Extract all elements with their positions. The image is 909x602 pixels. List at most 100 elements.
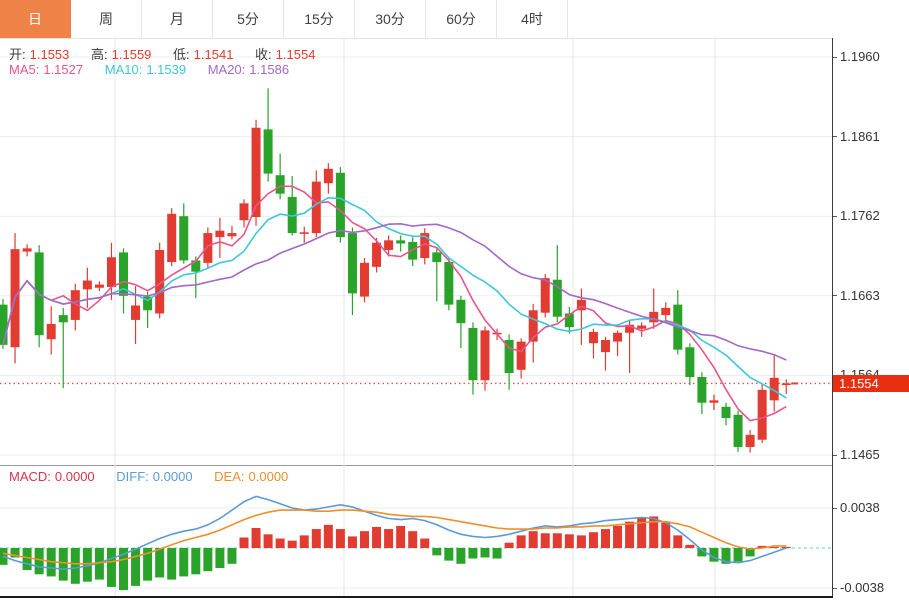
candle: [106, 242, 116, 300]
macd-bar: [131, 548, 141, 586]
macd-bar: [179, 548, 189, 577]
candle: [781, 379, 791, 394]
macd-bar: [251, 528, 261, 548]
macd-axis-tick: [833, 587, 837, 589]
candle: [58, 307, 68, 389]
candle: [372, 237, 382, 273]
candle: [444, 258, 454, 311]
macd-bar: [432, 548, 442, 556]
candle: [757, 384, 767, 443]
macd-bar: [769, 546, 779, 548]
tab-m15[interactable]: 15分: [284, 0, 355, 38]
diff-value: 0.0000: [152, 469, 193, 484]
macd-bar: [22, 548, 32, 571]
tab-h4[interactable]: 4时: [497, 0, 568, 38]
tab-m30[interactable]: 30分: [355, 0, 426, 38]
macd-bar: [372, 526, 382, 548]
tab-m5[interactable]: 5分: [213, 0, 284, 38]
macd-bar: [191, 548, 201, 575]
macd-bar: [649, 516, 659, 548]
price-axis-label: 1.1861: [840, 128, 880, 144]
candle: [143, 291, 153, 328]
macd-bar: [613, 525, 623, 548]
tab-m60[interactable]: 60分: [426, 0, 497, 38]
ma10-line: [2, 196, 787, 399]
macd-bar: [239, 537, 249, 548]
candle: [480, 326, 490, 391]
candle: [601, 336, 610, 371]
macd-bar: [82, 548, 92, 582]
dea-label: DEA:: [214, 469, 245, 484]
macd-label: MACD:: [9, 469, 51, 484]
macd-bar: [408, 531, 418, 548]
macd-bar: [167, 548, 177, 580]
candlestick-chart[interactable]: [0, 38, 832, 465]
close-value: 1.1554: [275, 47, 316, 62]
candle: [227, 225, 237, 240]
interval-tabbar: 日周月 5分 15分 30分 60分 4时: [0, 0, 909, 39]
low-value: 1.1541: [193, 47, 234, 62]
macd-bar: [468, 548, 478, 559]
macd-bar: [287, 540, 297, 548]
candle: [468, 322, 478, 395]
macd-axis: 0.0038 -0.0038: [832, 465, 909, 598]
macd-bar: [384, 529, 394, 548]
candle: [769, 355, 779, 412]
ma-readout: MA5: 1.1527 MA10: 1.1539 MA20: 1.1586: [9, 62, 293, 77]
ma5-value: 1.1527: [43, 62, 84, 77]
macd-bar: [661, 522, 671, 548]
candle: [528, 303, 538, 363]
macd-bar: [215, 548, 225, 568]
candle: [251, 119, 261, 226]
macd-bar: [709, 548, 719, 562]
macd-bar: [540, 533, 550, 548]
open-value: 1.1553: [29, 47, 70, 62]
ma10-value: 1.1539: [146, 62, 187, 77]
candle: [540, 274, 550, 318]
price-axis-label: 1.1663: [840, 287, 880, 303]
ma20-line: [2, 222, 787, 361]
macd-bar: [516, 535, 526, 548]
macd-bar: [275, 538, 285, 548]
macd-axis-label: -0.0038: [840, 580, 885, 595]
price-axis-tick: [833, 215, 837, 217]
candle: [588, 328, 598, 359]
macd-chart[interactable]: [0, 465, 832, 596]
low-label: 低:: [173, 47, 190, 62]
candle: [263, 88, 273, 182]
candle: [564, 307, 574, 334]
macd-bar: [335, 529, 345, 548]
candle: [649, 288, 659, 329]
candle: [191, 256, 201, 299]
diff-line: [2, 495, 787, 570]
candle: [709, 394, 719, 410]
macd-bar: [323, 524, 333, 548]
candle: [179, 203, 189, 264]
candle: [661, 302, 671, 323]
ma5-line: [2, 185, 787, 422]
ma5-label: MA5:: [9, 62, 40, 77]
candle: [131, 286, 141, 345]
macd-axis-tick: [833, 507, 837, 509]
macd-bar: [420, 538, 430, 548]
tab-week[interactable]: 周: [71, 0, 142, 38]
macd-bar: [396, 525, 406, 548]
panel-divider: [0, 465, 909, 466]
macd-bar: [155, 548, 165, 578]
candle: [733, 410, 743, 452]
candle: [504, 334, 514, 390]
macd-bar: [625, 521, 635, 548]
tab-month[interactable]: 月: [142, 0, 213, 38]
candle: [215, 217, 225, 259]
tab-day[interactable]: 日: [0, 0, 71, 38]
macd-bar: [721, 548, 731, 564]
macd-bar: [745, 548, 755, 557]
macd-bar: [263, 534, 273, 548]
close-label: 收:: [255, 47, 272, 62]
macd-axis-label: 0.0038: [840, 500, 880, 515]
price-axis-tick: [833, 374, 837, 376]
time-axis-line: [0, 596, 833, 598]
price-axis-tick: [833, 56, 837, 58]
price-axis-label: 1.1960: [840, 49, 880, 64]
macd-bar: [311, 529, 321, 548]
